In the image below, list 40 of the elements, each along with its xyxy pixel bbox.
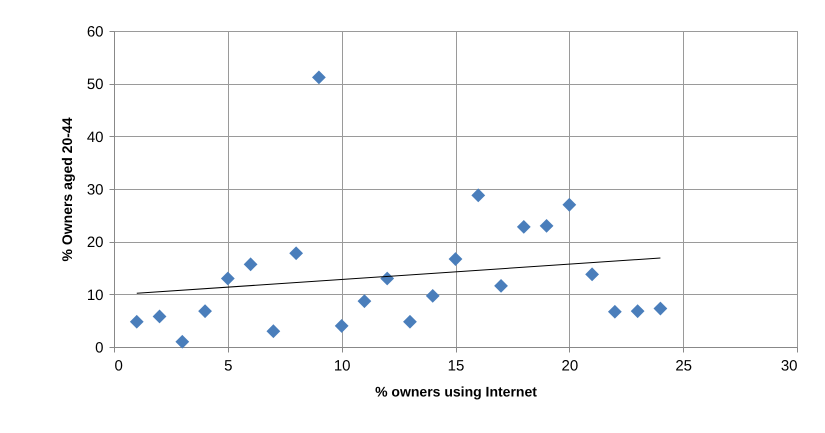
x-tick-label: 30 bbox=[780, 358, 798, 374]
x-tick-label: 5 bbox=[224, 358, 233, 374]
point bbox=[312, 70, 326, 84]
y-tick-label: 10 bbox=[86, 286, 104, 304]
point bbox=[334, 319, 349, 333]
point bbox=[220, 272, 235, 286]
x-tick-label: 10 bbox=[334, 358, 351, 374]
point bbox=[471, 188, 486, 202]
point bbox=[562, 198, 576, 212]
x-axis-title: % owners using Internet bbox=[375, 384, 538, 400]
point bbox=[289, 246, 304, 260]
point bbox=[175, 334, 190, 349]
point bbox=[358, 294, 372, 308]
point bbox=[540, 218, 554, 233]
point bbox=[266, 324, 280, 338]
point bbox=[130, 314, 144, 329]
y-tick-label: 30 bbox=[86, 182, 104, 198]
point bbox=[630, 304, 645, 318]
point bbox=[380, 272, 394, 286]
point bbox=[152, 310, 166, 324]
point bbox=[494, 279, 508, 293]
point bbox=[585, 267, 599, 282]
point bbox=[244, 257, 258, 272]
y-tick-label: 0 bbox=[95, 340, 104, 356]
x-tick-label: 15 bbox=[448, 358, 464, 374]
point bbox=[654, 302, 668, 316]
y-tick-label: 50 bbox=[86, 76, 104, 94]
point bbox=[516, 220, 531, 234]
y-tick-label: 20 bbox=[86, 234, 104, 252]
y-tick-label: 40 bbox=[86, 128, 104, 146]
x-tick-label: 20 bbox=[561, 358, 578, 374]
x-tick-label: 25 bbox=[675, 358, 692, 374]
point bbox=[198, 304, 212, 318]
point bbox=[448, 252, 462, 266]
y-axis-title: % Owners aged 20-44 bbox=[58, 117, 75, 262]
x-tick-label: 0 bbox=[114, 358, 123, 374]
y-tick-label: 60 bbox=[86, 24, 104, 40]
point bbox=[426, 289, 440, 303]
point bbox=[608, 304, 622, 319]
point bbox=[403, 314, 417, 329]
